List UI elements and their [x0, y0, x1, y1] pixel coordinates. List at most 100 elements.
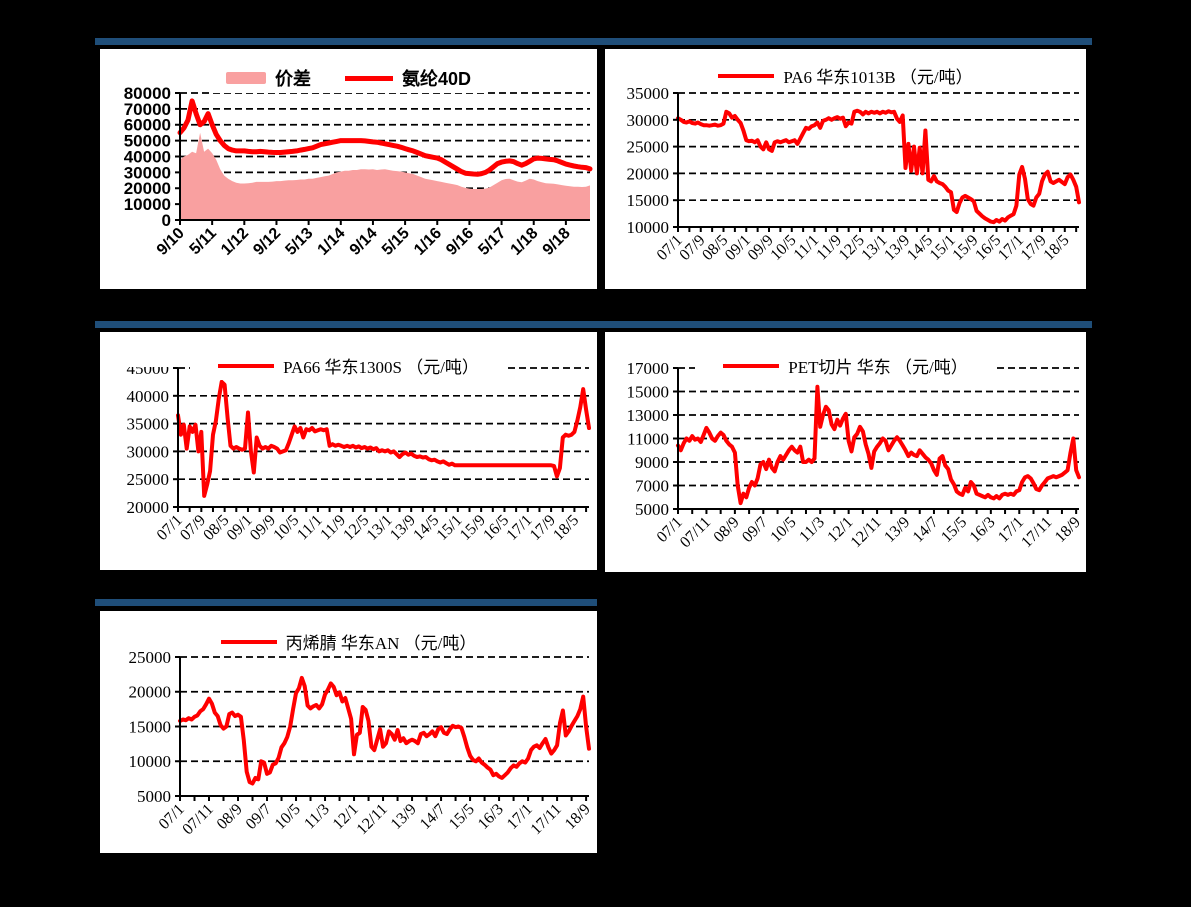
svg-text:20000: 20000 [124, 179, 171, 198]
svg-text:25000: 25000 [129, 648, 172, 667]
chart-legend: 丙烯腈 华东AN （元/吨） [100, 627, 597, 656]
svg-text:70000: 70000 [124, 100, 171, 119]
svg-text:1/16: 1/16 [411, 225, 445, 259]
section-divider-middle [95, 321, 1092, 328]
legend-item-pet: PET切片 华东 （元/吨） [723, 353, 968, 378]
svg-text:15000: 15000 [129, 717, 172, 736]
svg-text:30000: 30000 [627, 111, 670, 130]
svg-text:16/3: 16/3 [475, 801, 507, 833]
svg-text:80000: 80000 [124, 84, 171, 103]
svg-text:5/15: 5/15 [379, 225, 413, 259]
svg-text:35000: 35000 [127, 415, 170, 434]
svg-text:20000: 20000 [129, 683, 172, 702]
svg-text:20000: 20000 [127, 498, 170, 517]
svg-text:50000: 50000 [124, 132, 171, 151]
svg-text:14/7: 14/7 [910, 514, 942, 546]
svg-text:11/3: 11/3 [301, 801, 333, 833]
legend-pill: 价差 氨纶40D [211, 63, 486, 93]
svg-text:9/16: 9/16 [443, 225, 477, 259]
legend-label-spread: 价差 [274, 69, 311, 89]
svg-text:10/5: 10/5 [767, 514, 799, 546]
svg-text:18/5: 18/5 [1040, 232, 1072, 264]
chart-panel-pa66: PA66 华东1300S （元/吨） 45000 40000 35000 30000 2… [100, 332, 597, 570]
svg-text:10000: 10000 [627, 218, 670, 237]
legend-item-spandex40d: 氨纶40D [344, 65, 472, 91]
svg-text:1/14: 1/14 [315, 225, 349, 259]
svg-text:08/9: 08/9 [711, 514, 743, 546]
svg-text:0: 0 [162, 211, 171, 230]
chart-legend: PA6 华东1013B （元/吨） [605, 61, 1086, 90]
svg-text:18/9: 18/9 [1052, 514, 1084, 546]
svg-text:14/7: 14/7 [417, 801, 449, 833]
line-swatch [220, 639, 277, 644]
line-swatch [718, 73, 775, 78]
chart-title-pa6: PA6 华东1013B （元/吨） [783, 68, 973, 87]
chart-legend: PA66 华东1300S （元/吨） [100, 351, 597, 380]
legend-item-pa6: PA6 华东1013B （元/吨） [718, 63, 973, 88]
svg-text:30000: 30000 [127, 442, 170, 461]
svg-text:17/11: 17/11 [528, 801, 565, 838]
svg-text:9/10: 9/10 [154, 225, 188, 259]
svg-text:25000: 25000 [127, 470, 170, 489]
legend-item-spread: 价差 [225, 65, 311, 91]
svg-text:15000: 15000 [627, 191, 670, 210]
svg-text:35000: 35000 [627, 84, 670, 103]
chart-legend: 价差 氨纶40D [100, 63, 597, 93]
svg-text:15000: 15000 [627, 382, 670, 401]
svg-text:10/5: 10/5 [272, 801, 304, 833]
svg-text:9/14: 9/14 [347, 225, 381, 259]
pa66-price-chart: 45000400003500030000250002000007/107/908… [112, 359, 591, 544]
line-swatch [723, 363, 780, 368]
legend-pill: 丙烯腈 华东AN （元/吨） [206, 627, 491, 656]
pet-price-chart: 1700015000130001100090007000500007/107/1… [627, 359, 1084, 551]
legend-label-spandex40d: 氨纶40D [401, 69, 472, 89]
svg-text:17/11: 17/11 [1018, 514, 1055, 551]
chart-panel-spandex-spread: 价差 氨纶40D 80000 70000 60000 50000 40000 30000 2… [100, 49, 597, 289]
svg-text:11/3: 11/3 [796, 514, 828, 546]
svg-text:5/17: 5/17 [475, 225, 509, 259]
svg-text:9/18: 9/18 [540, 225, 574, 259]
svg-text:1/18: 1/18 [508, 225, 542, 259]
svg-text:9000: 9000 [635, 453, 669, 472]
svg-text:1/12: 1/12 [218, 225, 252, 259]
svg-text:09/7: 09/7 [243, 801, 275, 833]
svg-text:07/11: 07/11 [677, 514, 714, 551]
svg-text:16/3: 16/3 [967, 514, 999, 546]
chart-panel-acrylonitrile: 丙烯腈 华东AN （元/吨） 25000 20000 15000 10000 5000 0… [100, 611, 597, 853]
chart-legend: PET切片 华东 （元/吨） [605, 351, 1086, 380]
legend-pill: PET切片 华东 （元/吨） [695, 351, 996, 380]
svg-text:40000: 40000 [127, 387, 170, 406]
svg-text:9/12: 9/12 [250, 225, 284, 259]
section-divider-bottom [95, 599, 597, 606]
svg-text:40000: 40000 [124, 147, 171, 166]
svg-text:17000: 17000 [627, 359, 670, 378]
legend-pill: PA66 华东1300S （元/吨） [190, 351, 507, 380]
svg-text:7000: 7000 [635, 476, 669, 495]
chart-title-pet: PET切片 华东 （元/吨） [788, 358, 968, 377]
svg-text:13/9: 13/9 [881, 514, 913, 546]
svg-text:15/5: 15/5 [446, 801, 478, 833]
svg-text:60000: 60000 [124, 116, 171, 135]
chart-panel-pet: PET切片 华东 （元/吨） 17000 15000 13000 11000 9000 7… [605, 332, 1086, 572]
svg-text:25000: 25000 [627, 138, 670, 157]
acrylonitrile-price-chart: 25000200001500010000500007/107/1108/909/… [129, 648, 594, 838]
spandex-spread-chart: 8000070000600005000040000300002000010000… [124, 84, 593, 259]
svg-text:5/11: 5/11 [187, 225, 220, 258]
svg-text:15/5: 15/5 [938, 514, 970, 546]
line-swatch [218, 363, 275, 368]
legend-pill: PA6 华东1013B （元/吨） [704, 61, 987, 90]
svg-text:10000: 10000 [124, 195, 171, 214]
svg-text:08/9: 08/9 [214, 801, 246, 833]
svg-text:5000: 5000 [635, 500, 669, 519]
chart-title-pa66: PA66 华东1300S （元/吨） [283, 358, 479, 377]
legend-item-pa66: PA66 华东1300S （元/吨） [218, 353, 479, 378]
svg-text:12/11: 12/11 [848, 514, 885, 551]
svg-text:5000: 5000 [137, 787, 171, 806]
area-swatch [225, 72, 266, 84]
svg-text:12/11: 12/11 [354, 801, 391, 838]
svg-text:13000: 13000 [627, 406, 670, 425]
svg-text:30000: 30000 [124, 163, 171, 182]
svg-text:09/7: 09/7 [739, 514, 771, 546]
line-swatch [344, 75, 393, 81]
